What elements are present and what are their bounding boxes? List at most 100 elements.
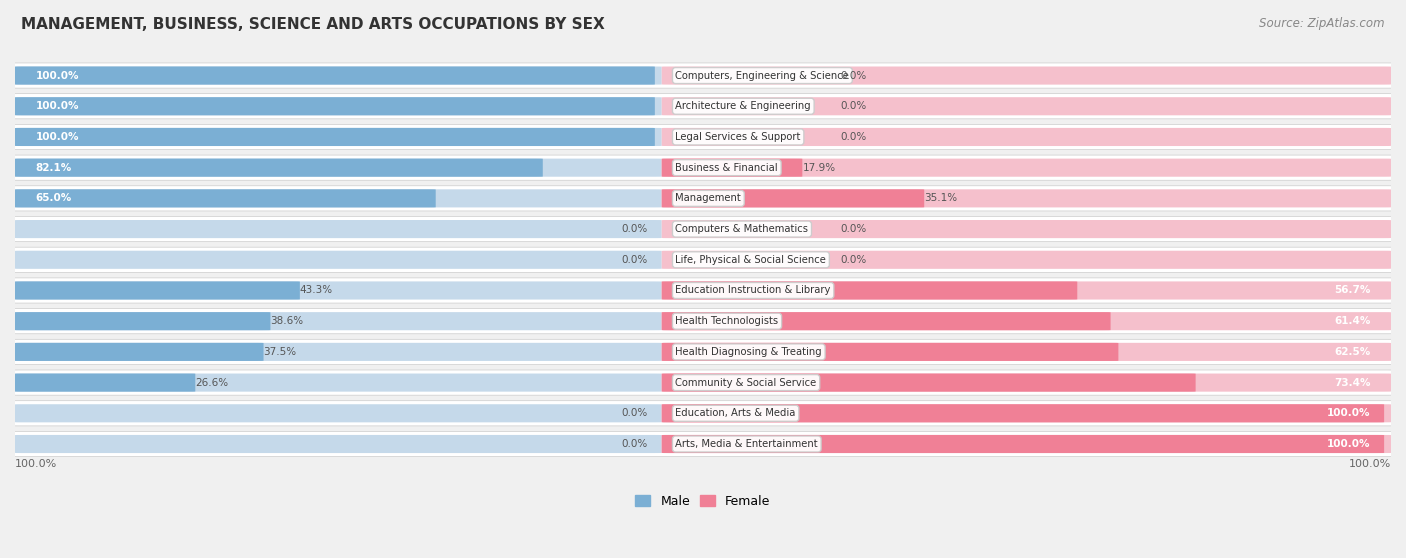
Legend: Male, Female: Male, Female (630, 490, 776, 513)
Text: 82.1%: 82.1% (35, 163, 72, 172)
FancyBboxPatch shape (15, 97, 655, 116)
Text: 62.5%: 62.5% (1334, 347, 1371, 357)
Text: 100.0%: 100.0% (35, 132, 79, 142)
FancyBboxPatch shape (15, 189, 662, 208)
FancyBboxPatch shape (11, 186, 1395, 211)
FancyBboxPatch shape (11, 155, 1395, 180)
Text: Community & Social Service: Community & Social Service (675, 378, 817, 388)
FancyBboxPatch shape (11, 63, 1395, 88)
FancyBboxPatch shape (662, 435, 1384, 453)
Text: 0.0%: 0.0% (841, 255, 868, 265)
Text: Source: ZipAtlas.com: Source: ZipAtlas.com (1260, 17, 1385, 30)
FancyBboxPatch shape (11, 309, 1395, 334)
FancyBboxPatch shape (11, 431, 1395, 456)
Text: 73.4%: 73.4% (1334, 378, 1371, 388)
Text: Education Instruction & Library: Education Instruction & Library (675, 286, 831, 296)
FancyBboxPatch shape (11, 339, 1395, 364)
Text: 0.0%: 0.0% (621, 439, 648, 449)
FancyBboxPatch shape (662, 373, 1391, 392)
FancyBboxPatch shape (15, 66, 662, 85)
Text: 100.0%: 100.0% (35, 101, 79, 111)
Text: 65.0%: 65.0% (35, 194, 72, 203)
FancyBboxPatch shape (662, 435, 1391, 453)
FancyBboxPatch shape (662, 281, 1391, 300)
FancyBboxPatch shape (662, 97, 1391, 116)
FancyBboxPatch shape (11, 401, 1395, 426)
Text: 38.6%: 38.6% (270, 316, 304, 326)
FancyBboxPatch shape (15, 220, 662, 238)
FancyBboxPatch shape (15, 128, 662, 146)
FancyBboxPatch shape (662, 404, 1391, 422)
Text: 0.0%: 0.0% (621, 224, 648, 234)
Text: 26.6%: 26.6% (195, 378, 228, 388)
FancyBboxPatch shape (15, 158, 543, 177)
FancyBboxPatch shape (662, 343, 1118, 361)
Text: 100.0%: 100.0% (1327, 439, 1371, 449)
FancyBboxPatch shape (662, 158, 1391, 177)
Text: 0.0%: 0.0% (621, 408, 648, 418)
FancyBboxPatch shape (15, 128, 655, 146)
Text: 0.0%: 0.0% (841, 101, 868, 111)
Text: 56.7%: 56.7% (1334, 286, 1371, 296)
FancyBboxPatch shape (662, 251, 1391, 269)
FancyBboxPatch shape (662, 312, 1111, 330)
FancyBboxPatch shape (15, 343, 662, 361)
FancyBboxPatch shape (15, 158, 662, 177)
FancyBboxPatch shape (662, 373, 1195, 392)
Text: Health Technologists: Health Technologists (675, 316, 779, 326)
Text: MANAGEMENT, BUSINESS, SCIENCE AND ARTS OCCUPATIONS BY SEX: MANAGEMENT, BUSINESS, SCIENCE AND ARTS O… (21, 17, 605, 32)
Text: 0.0%: 0.0% (621, 255, 648, 265)
FancyBboxPatch shape (11, 278, 1395, 303)
FancyBboxPatch shape (15, 281, 299, 300)
FancyBboxPatch shape (662, 281, 1077, 300)
Text: 61.4%: 61.4% (1334, 316, 1371, 326)
Text: Arts, Media & Entertainment: Arts, Media & Entertainment (675, 439, 818, 449)
FancyBboxPatch shape (662, 404, 1384, 422)
FancyBboxPatch shape (11, 124, 1395, 150)
FancyBboxPatch shape (11, 370, 1395, 395)
FancyBboxPatch shape (15, 251, 662, 269)
Text: 43.3%: 43.3% (299, 286, 333, 296)
Text: 100.0%: 100.0% (15, 459, 58, 469)
FancyBboxPatch shape (15, 66, 655, 85)
Text: 100.0%: 100.0% (1348, 459, 1391, 469)
Text: Education, Arts & Media: Education, Arts & Media (675, 408, 796, 418)
Text: 0.0%: 0.0% (841, 224, 868, 234)
Text: 35.1%: 35.1% (924, 194, 957, 203)
FancyBboxPatch shape (662, 343, 1391, 361)
Text: 100.0%: 100.0% (35, 70, 79, 80)
Text: 0.0%: 0.0% (841, 70, 868, 80)
Text: Computers, Engineering & Science: Computers, Engineering & Science (675, 70, 849, 80)
FancyBboxPatch shape (11, 94, 1395, 119)
FancyBboxPatch shape (662, 189, 924, 208)
Text: Legal Services & Support: Legal Services & Support (675, 132, 801, 142)
FancyBboxPatch shape (15, 435, 662, 453)
FancyBboxPatch shape (15, 373, 662, 392)
FancyBboxPatch shape (15, 281, 662, 300)
FancyBboxPatch shape (11, 217, 1395, 242)
Text: 0.0%: 0.0% (841, 132, 868, 142)
FancyBboxPatch shape (662, 128, 1391, 146)
Text: Computers & Mathematics: Computers & Mathematics (675, 224, 808, 234)
Text: Business & Financial: Business & Financial (675, 163, 778, 172)
FancyBboxPatch shape (15, 189, 436, 208)
FancyBboxPatch shape (15, 97, 662, 116)
FancyBboxPatch shape (15, 373, 195, 392)
Text: Architecture & Engineering: Architecture & Engineering (675, 101, 811, 111)
Text: Management: Management (675, 194, 741, 203)
FancyBboxPatch shape (15, 404, 662, 422)
Text: 100.0%: 100.0% (1327, 408, 1371, 418)
FancyBboxPatch shape (662, 158, 803, 177)
FancyBboxPatch shape (15, 312, 270, 330)
FancyBboxPatch shape (15, 312, 662, 330)
Text: 37.5%: 37.5% (263, 347, 297, 357)
FancyBboxPatch shape (662, 220, 1391, 238)
Text: Health Diagnosing & Treating: Health Diagnosing & Treating (675, 347, 823, 357)
FancyBboxPatch shape (662, 189, 1391, 208)
Text: Life, Physical & Social Science: Life, Physical & Social Science (675, 255, 827, 265)
FancyBboxPatch shape (662, 312, 1391, 330)
FancyBboxPatch shape (662, 66, 1391, 85)
Text: 17.9%: 17.9% (803, 163, 835, 172)
FancyBboxPatch shape (15, 343, 263, 361)
FancyBboxPatch shape (11, 247, 1395, 272)
